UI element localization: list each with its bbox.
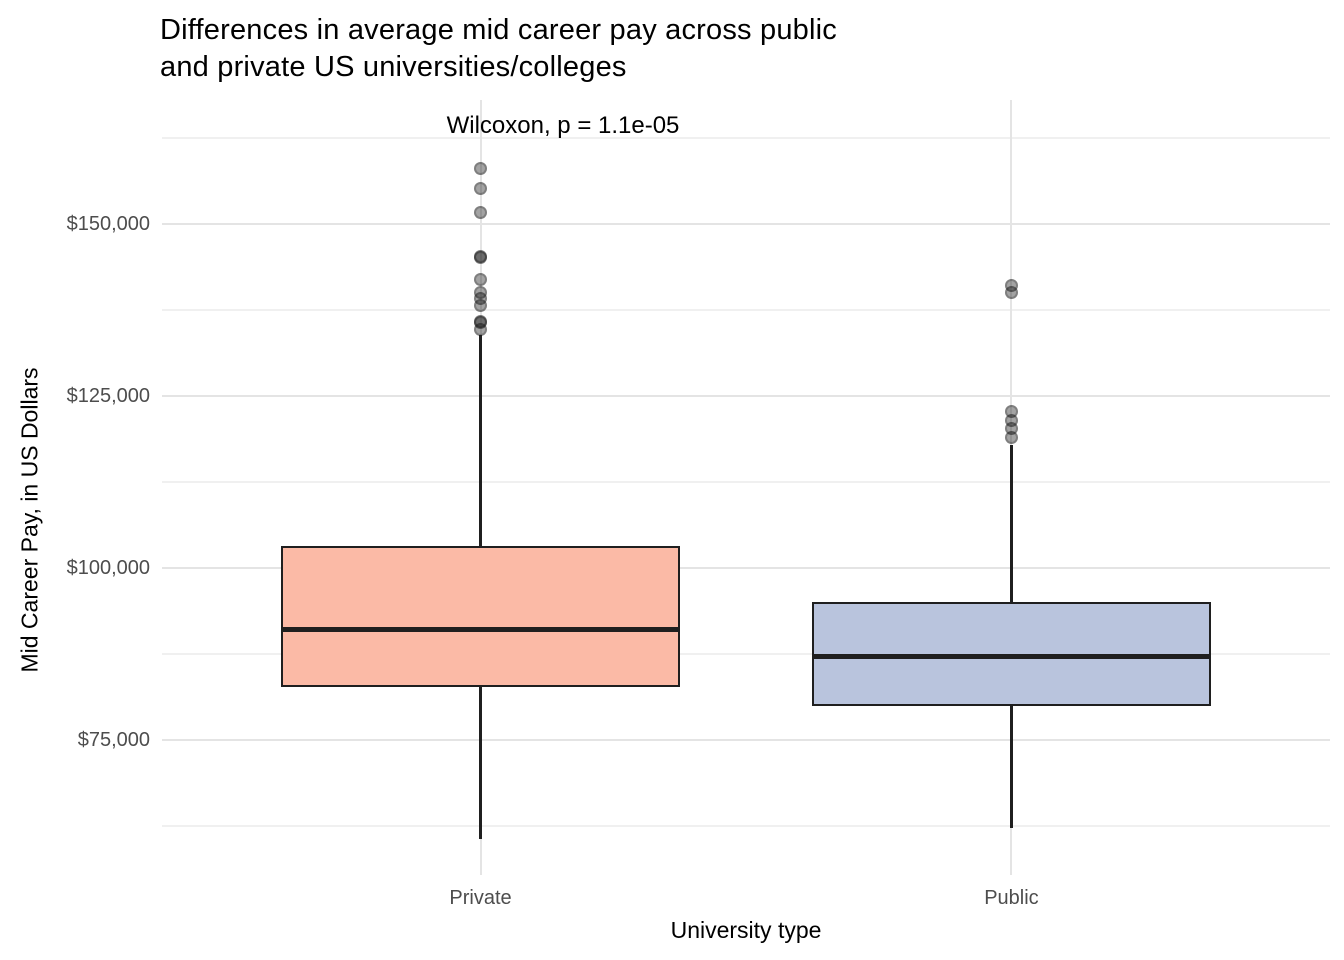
y-tick-label: $150,000 xyxy=(66,213,150,235)
outlier-point xyxy=(474,298,488,312)
outlier-point xyxy=(474,323,488,337)
x-tick-label: Private xyxy=(449,887,512,909)
outlier-point xyxy=(474,161,488,175)
median-line xyxy=(814,653,1209,659)
outlier-point xyxy=(474,272,488,286)
x-tick-label: Public xyxy=(984,887,1039,909)
y-gridline-minor xyxy=(162,825,1330,827)
y-gridline-minor xyxy=(162,137,1330,139)
outlier-point xyxy=(474,251,488,265)
wilcoxon-p-value-annotation: Wilcoxon, p = 1.1e-05 xyxy=(446,112,680,139)
outlier-point xyxy=(474,182,488,196)
outlier-point xyxy=(1004,431,1018,445)
y-tick-label: $100,000 xyxy=(66,557,150,579)
y-gridline-major xyxy=(162,739,1330,741)
y-gridline-minor xyxy=(162,309,1330,311)
y-gridline-minor xyxy=(162,481,1330,483)
y-axis-title: Mid Career Pay, in US Dollars xyxy=(16,367,43,673)
y-gridline-major xyxy=(162,223,1330,225)
box-rect xyxy=(281,545,680,687)
median-line xyxy=(283,626,678,632)
outlier-point xyxy=(474,205,488,219)
y-gridline-minor xyxy=(162,653,1330,655)
y-tick-label: $125,000 xyxy=(66,385,150,407)
y-gridline-major xyxy=(162,395,1330,397)
x-axis-title: University type xyxy=(670,917,822,943)
y-gridline-major xyxy=(162,567,1330,569)
chart-title: Differences in average mid career pay ac… xyxy=(160,14,837,83)
outlier-point xyxy=(1004,285,1018,299)
y-tick-label: $75,000 xyxy=(77,729,150,751)
